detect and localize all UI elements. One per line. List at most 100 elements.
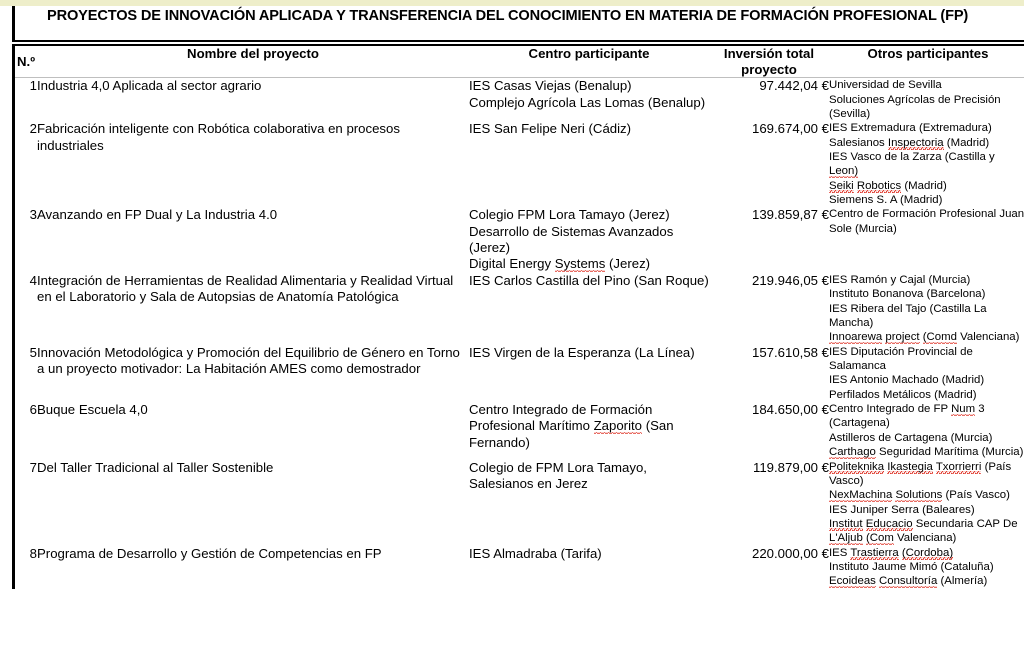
column-header-number: N.º: [17, 53, 36, 69]
other-participant-entry: IES Trastierra (Cordoba): [829, 546, 954, 560]
cell-project-name: Innovación Metodológica y Promoción del …: [37, 344, 460, 376]
other-participant-entry: Politeknika Ikastegia Txorrierri (País V…: [829, 460, 1012, 487]
spellcheck-underlined-word: Trastierra: [850, 546, 899, 560]
other-participant-entry: IES Ramón y Cajal (Murcia): [829, 273, 971, 286]
cell-project-name: Del Taller Tradicional al Taller Sosteni…: [37, 459, 274, 475]
center-entry: Colegio FPM Lora Tamayo (Jerez): [469, 207, 670, 223]
other-participant-entry: Centro de Formación Profesional Juan Sol…: [829, 208, 1024, 235]
other-participant-entry: Centro Integrado de FP Num 3 (Cartagena): [829, 403, 985, 430]
cell-project-number: 2: [29, 121, 37, 137]
other-participant-entry: IES Antonio Machado (Madrid): [829, 374, 985, 387]
document-title-band: PROYECTOS DE INNOVACIÓN APLICADA Y TRANS…: [12, 6, 1024, 40]
center-entry: Colegio de FPM Lora Tamayo, Salesianos e…: [469, 459, 647, 491]
center-entry: IES Almadraba (Tarifa): [469, 545, 602, 561]
spellcheck-underlined-word: Politeknika: [829, 460, 885, 474]
spellcheck-underlined-word: Num: [951, 403, 976, 417]
spellcheck-underlined-word: (Com: [866, 532, 894, 546]
other-participant-entry: Perfilados Metálicos (Madrid): [829, 388, 977, 401]
page-title: PROYECTOS DE INNOVACIÓN APLICADA Y TRANS…: [47, 8, 969, 24]
center-entry: IES Casas Viejas (Benalup): [469, 78, 632, 94]
cell-total-investment: 157.610,58 €: [751, 344, 829, 360]
cell-project-name: Avanzando en FP Dual y La Industria 4.0: [37, 207, 278, 223]
cell-other-participants: Centro de Formación Profesional Juan Sol…: [829, 207, 1024, 272]
cell-project-name: Programa de Desarrollo y Gestión de Comp…: [37, 545, 382, 561]
spellcheck-underlined-word: Seiki: [829, 179, 854, 193]
other-participant-entry: Salesianos Inspectoria (Madrid): [829, 136, 990, 150]
cell-project-number: 1: [29, 78, 37, 94]
spellcheck-underlined-word: Educacio: [865, 517, 913, 531]
spellcheck-underlined-word: Carthago: [829, 446, 876, 460]
other-participant-entry: Siemens S. A (Madrid): [829, 194, 943, 207]
cell-other-participants: IES Diputación Provincial de Salamanca IE…: [829, 345, 1024, 402]
cell-project-name: Integración de Herramientas de Realidad …: [37, 272, 454, 305]
center-entry: IES Virgen de la Esperanza (La Línea): [469, 344, 695, 360]
spellcheck-underlined-word: Robotics: [856, 179, 902, 193]
spellcheck-underlined-word: Consultoría: [879, 575, 938, 589]
table-row: 7 Del Taller Tradicional al Taller Sosten…: [15, 460, 1024, 546]
other-participant-entry: IES Extremadura (Extremadura): [829, 122, 992, 135]
spellcheck-underlined-word: Ikastegia: [887, 460, 933, 474]
table-row: 1 Industria 4,0 Aplicada al sector agrari…: [15, 78, 1024, 122]
table-row: 4 Integración de Herramientas de Realidad…: [15, 273, 1024, 345]
cell-project-number: 3: [29, 207, 37, 223]
center-entry: Complejo Agrícola Las Lomas (Benalup): [469, 94, 706, 110]
other-participant-entry: Carthago Seguridad Marítima (Murcia): [829, 446, 1024, 460]
cell-participating-center: IES San Felipe Neri (Cádiz): [469, 121, 709, 207]
table-header: N.º Nombre del proyecto Centro participa…: [15, 46, 1024, 78]
cell-project-number: 5: [29, 344, 37, 360]
spellcheck-underlined-word: Zaporito: [593, 418, 643, 435]
table-header-row: N.º Nombre del proyecto Centro participa…: [15, 46, 1024, 78]
column-header-other-participants: Otros participantes: [867, 46, 989, 61]
cell-participating-center: IES Casas Viejas (Benalup) Complejo Agríc…: [469, 78, 709, 122]
other-participant-entry: Soluciones Agrícolas de Precisión (Sevil…: [829, 93, 1001, 120]
cell-other-participants: Politeknika Ikastegia Txorrierri (País V…: [829, 460, 1024, 546]
spellcheck-underlined-word: Institut: [829, 517, 863, 531]
spellcheck-underlined-word: NexMachina: [829, 489, 893, 503]
spellcheck-underlined-word: Solutions: [895, 489, 943, 503]
projects-table-container: N.º Nombre del proyecto Centro participa…: [12, 46, 1024, 589]
cell-total-investment: 169.674,00 €: [751, 121, 829, 137]
cell-total-investment: 139.859,87 €: [751, 207, 829, 223]
column-header-project-name: Nombre del proyecto: [187, 46, 319, 61]
cell-other-participants: IES Extremadura (Extremadura) Salesianos …: [829, 121, 1024, 207]
cell-participating-center: Centro Integrado de Formación Profesiona…: [469, 402, 709, 459]
spellcheck-underlined-word: Inspectoria: [887, 136, 944, 150]
center-entry: IES San Felipe Neri (Cádiz): [469, 121, 632, 137]
cell-other-participants: IES Ramón y Cajal (Murcia) Instituto Bona…: [829, 273, 1024, 345]
other-participant-entry: IES Diputación Provincial de Salamanca: [829, 345, 973, 372]
cell-project-name: Buque Escuela 4,0: [37, 402, 148, 418]
cell-participating-center: Colegio de FPM Lora Tamayo, Salesianos e…: [469, 460, 709, 546]
column-header-total-investment: Inversión total proyecto: [723, 46, 815, 77]
spellcheck-underlined-word: Systems: [554, 256, 606, 273]
other-participant-entry: NexMachina Solutions (País Vasco): [829, 489, 1010, 503]
cell-other-participants: IES Trastierra (Cordoba) Instituto Jaume …: [829, 546, 1024, 589]
cell-participating-center: IES Virgen de la Esperanza (La Línea): [469, 345, 709, 402]
table-row: 3 Avanzando en FP Dual y La Industria 4.0…: [15, 207, 1024, 273]
table-row: 6 Buque Escuela 4,0 Centro Integrado de Fo…: [15, 402, 1024, 460]
spellcheck-underlined-word: L'Aljub: [829, 532, 863, 546]
page-top-strip: [0, 0, 1024, 6]
cell-participating-center: IES Carlos Castilla del Pino (San Roque): [469, 273, 709, 345]
cell-total-investment: 184.650,00 €: [751, 402, 829, 418]
cell-participating-center: Colegio FPM Lora Tamayo (Jerez) Desarroll…: [469, 207, 709, 273]
center-entry: IES Carlos Castilla del Pino (San Roque): [469, 272, 709, 288]
cell-total-investment: 119.879,00 €: [752, 459, 829, 475]
cell-project-number: 4: [29, 272, 37, 288]
table-row: 5 Innovación Metodológica y Promoción del…: [15, 345, 1024, 402]
document-body: PROYECTOS DE INNOVACIÓN APLICADA Y TRANS…: [0, 6, 1024, 589]
other-participant-entry: Instituto Bonanova (Barcelona): [829, 288, 986, 301]
cell-other-participants: Centro Integrado de FP Num 3 (Cartagena)…: [829, 402, 1024, 460]
cell-project-name: Fabricación inteligente con Robótica col…: [37, 121, 400, 153]
other-participant-entry: IES Ribera del Tajo (Castilla La Mancha): [829, 302, 987, 329]
spellcheck-underlined-word: (Comd: [922, 331, 957, 345]
cell-total-investment: 97.442,04 €: [759, 78, 829, 94]
cell-project-name: Industria 4,0 Aplicada al sector agrario: [37, 78, 262, 94]
spellcheck-underlined-word: (Cordoba): [901, 546, 954, 560]
other-participant-entry: IES Juniper Serra (Baleares): [829, 503, 975, 516]
other-participant-entry: IES Vasco de la Zarza (Castilla y Leon): [829, 150, 995, 179]
center-entry: Desarrollo de Sistemas Avanzados (Jerez): [469, 223, 674, 256]
center-entry: Centro Integrado de Formación Profesiona…: [469, 402, 674, 450]
center-entry: Digital Energy Systems (Jerez): [469, 256, 651, 273]
table-row: 8 Programa de Desarrollo y Gestión de Com…: [15, 546, 1024, 589]
other-participant-entry: Universidad de Sevilla: [829, 79, 942, 92]
